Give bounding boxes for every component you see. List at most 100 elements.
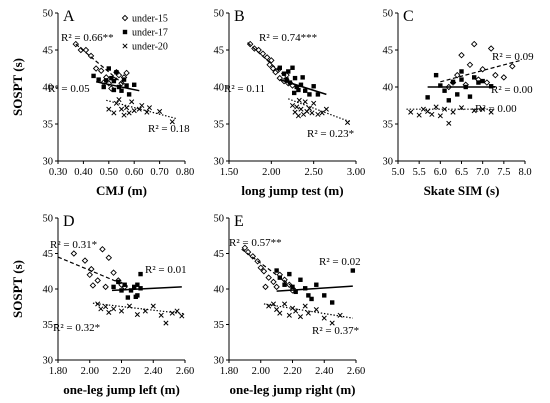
data-point [86, 271, 93, 279]
data-point [314, 282, 319, 287]
data-point [290, 284, 295, 290]
trendline-under-17 [111, 286, 182, 292]
r2-annotation: R² = 0.57** [229, 237, 282, 249]
y-tick-label: 30 [383, 157, 394, 168]
data-point [487, 45, 495, 52]
x-tick-label: 1.50 [220, 167, 238, 178]
data-point [111, 284, 116, 290]
x-tick-label: 7.0 [476, 167, 489, 178]
y-tick-label: 40 [43, 285, 54, 296]
y-tick-label: 45 [43, 46, 54, 57]
data-point [425, 108, 431, 114]
y-axis-label: SOSPT (s) [10, 58, 25, 116]
data-point [321, 315, 327, 321]
data-point [307, 92, 312, 97]
data-point [158, 312, 164, 318]
data-point [282, 282, 287, 287]
x-tick-label: 1.80 [49, 366, 67, 377]
data-point [429, 111, 435, 117]
data-point [319, 110, 325, 116]
data-point [459, 77, 464, 82]
data-point [337, 312, 343, 318]
data-point [282, 301, 288, 307]
r2-annotation: R² = 0.18 [148, 123, 190, 135]
data-point [103, 304, 109, 310]
data-point [262, 283, 269, 291]
data-point [81, 257, 89, 264]
data-point [105, 254, 113, 261]
data-point [306, 293, 311, 298]
x-tick-label: 0.70 [150, 167, 168, 178]
data-point [146, 105, 152, 111]
data-point [169, 119, 175, 125]
data-point [437, 113, 443, 119]
legend: under-15 under-17 under-20 [121, 14, 168, 53]
data-point [104, 78, 109, 83]
data-point [306, 105, 312, 112]
y-tick-label: 40 [214, 285, 225, 296]
data-point [136, 106, 142, 112]
data-point [438, 83, 443, 88]
data-point [82, 46, 90, 54]
data-point [303, 286, 308, 291]
x-tick-label: 2.60 [176, 366, 194, 377]
data-point [123, 69, 130, 77]
data-point [110, 269, 117, 276]
x-tick-label: 2.00 [262, 167, 280, 178]
y-tick-label: 40 [43, 83, 54, 94]
y-tick-label: 35 [214, 320, 225, 331]
data-point [305, 310, 311, 316]
data-point [99, 246, 106, 253]
trendline-under-15 [75, 43, 127, 88]
panel-b: 30 35 40 45 50 1.50 2.00 2.50 3.00 long jump test… [214, 8, 366, 198]
data-point [350, 268, 356, 273]
trendline-under-20 [92, 302, 186, 315]
data-point [302, 99, 308, 105]
x-tick-label: 0.50 [100, 167, 118, 178]
legend-label: under-20 [132, 42, 168, 53]
data-point [121, 77, 127, 82]
data-point [298, 106, 304, 112]
data-point [315, 111, 321, 117]
data-point [273, 283, 280, 291]
data-point [450, 79, 456, 85]
y-tick-label: 50 [43, 214, 54, 225]
y-tick-label: 30 [43, 356, 54, 367]
x-axis-label: Skate SIM (s) [424, 183, 500, 198]
data-point [94, 277, 101, 284]
x-tick-label: 2.40 [144, 366, 162, 377]
data-point [286, 69, 291, 74]
y-tick-label: 35 [43, 320, 54, 331]
r2-annotation: R² = 0.74*** [259, 32, 317, 44]
data-point [135, 293, 140, 298]
data-point [315, 92, 321, 97]
x-tick-label: 8.0 [518, 167, 531, 178]
r2-annotation: R² = 0.31* [50, 239, 97, 251]
data-point [289, 102, 296, 109]
trendline-under-15 [440, 59, 521, 83]
data-point [129, 99, 135, 105]
data-point [119, 88, 124, 93]
data-point [111, 306, 117, 312]
data-point [425, 95, 430, 100]
x-tick-label: 1.80 [220, 366, 238, 377]
data-point [106, 66, 111, 71]
data-point [70, 250, 78, 257]
panel-label: A [63, 8, 75, 25]
r2-annotation: R² = 0.32* [53, 322, 100, 334]
data-point [126, 92, 132, 97]
data-point [470, 40, 478, 48]
y-tick-label: 50 [214, 214, 225, 225]
x-axis-label: CMJ (m) [96, 183, 147, 198]
y-tick-label: 40 [214, 83, 225, 94]
trendline-under-15 [247, 42, 298, 88]
data-point [472, 75, 477, 80]
y-tick-label: 45 [214, 46, 225, 57]
data-point [287, 271, 292, 277]
data-point [459, 69, 464, 74]
x-tick-label: 5.0 [391, 167, 404, 178]
data-point [268, 57, 275, 64]
data-point [291, 90, 297, 96]
data-point [144, 109, 150, 115]
data-point [297, 314, 303, 320]
